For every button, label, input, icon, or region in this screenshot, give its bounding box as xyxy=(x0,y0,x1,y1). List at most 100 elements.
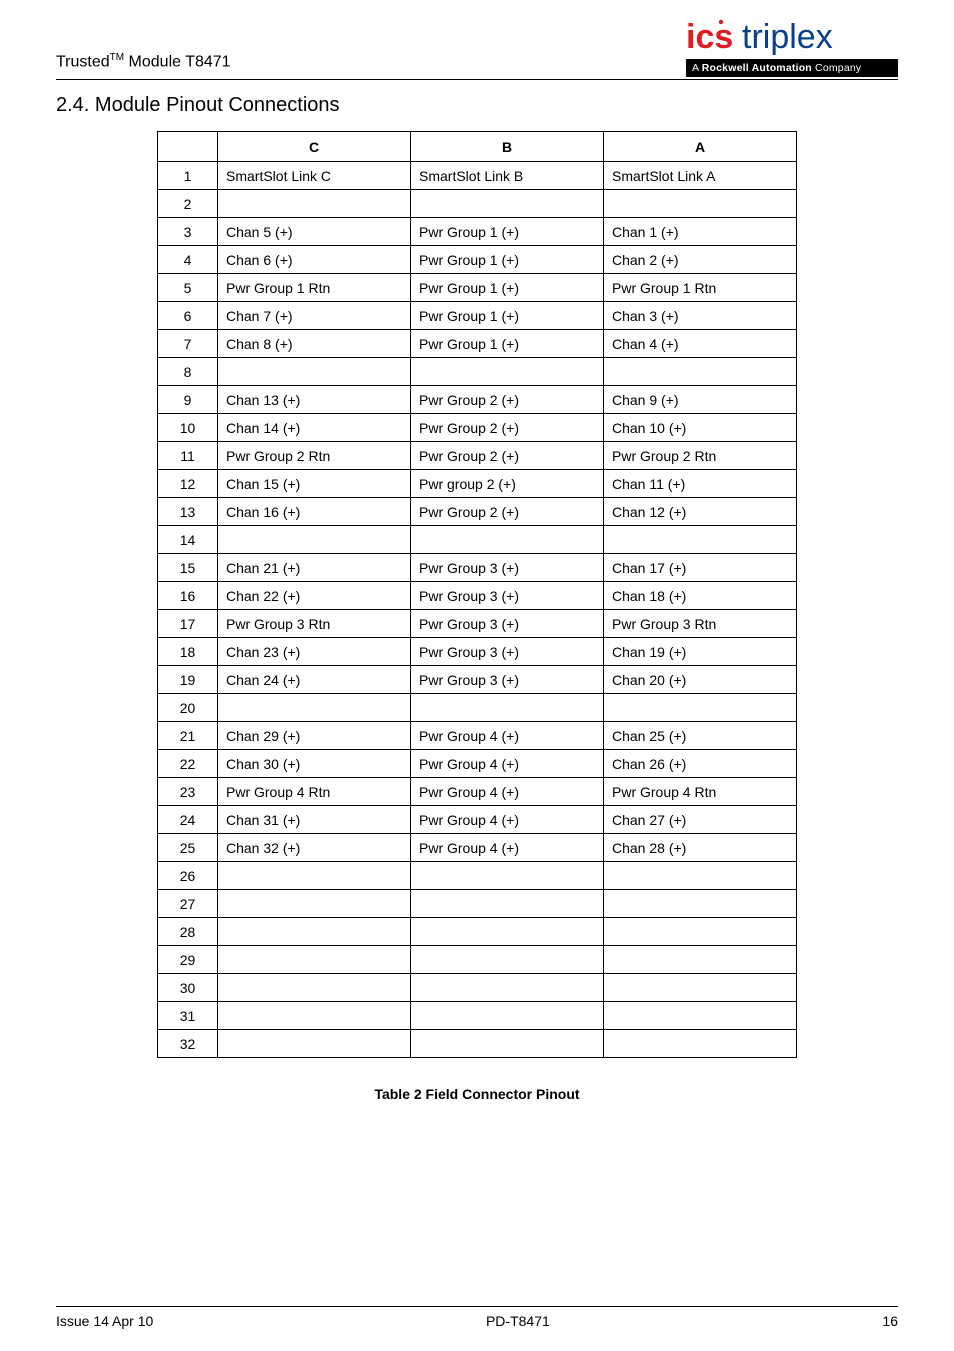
data-cell: Pwr Group 1 Rtn xyxy=(604,274,797,302)
data-cell: Pwr Group 1 (+) xyxy=(411,330,604,358)
data-cell xyxy=(411,918,604,946)
data-cell: Pwr Group 1 Rtn xyxy=(218,274,411,302)
table-row: 16Chan 22 (+)Pwr Group 3 (+)Chan 18 (+) xyxy=(158,582,797,610)
row-number-cell: 26 xyxy=(158,862,218,890)
data-cell: Chan 11 (+) xyxy=(604,470,797,498)
data-cell: Chan 19 (+) xyxy=(604,638,797,666)
table-row: 28 xyxy=(158,918,797,946)
data-cell: Chan 30 (+) xyxy=(218,750,411,778)
data-cell xyxy=(411,526,604,554)
row-number-cell: 24 xyxy=(158,806,218,834)
table-row: 22Chan 30 (+)Pwr Group 4 (+)Chan 26 (+) xyxy=(158,750,797,778)
svg-text:triplex: triplex xyxy=(742,18,833,56)
data-cell: Chan 16 (+) xyxy=(218,498,411,526)
table-row: 20 xyxy=(158,694,797,722)
row-number-cell: 31 xyxy=(158,1002,218,1030)
row-number-cell: 15 xyxy=(158,554,218,582)
pinout-table: CBA 1SmartSlot Link CSmartSlot Link BSma… xyxy=(157,131,797,1058)
data-cell: Chan 26 (+) xyxy=(604,750,797,778)
data-cell xyxy=(604,1030,797,1058)
table-container: CBA 1SmartSlot Link CSmartSlot Link BSma… xyxy=(0,131,954,1058)
row-number-cell: 13 xyxy=(158,498,218,526)
table-row: 8 xyxy=(158,358,797,386)
table-row: 19Chan 24 (+)Pwr Group 3 (+)Chan 20 (+) xyxy=(158,666,797,694)
section-number: 2.4. xyxy=(56,94,89,116)
data-cell xyxy=(604,974,797,1002)
footer-rule xyxy=(56,1306,898,1307)
page-footer: Issue 14 Apr 10 PD-T8471 16 xyxy=(56,1306,898,1329)
table-row: 27 xyxy=(158,890,797,918)
product-name: Trusted xyxy=(56,53,110,70)
data-cell xyxy=(411,946,604,974)
data-cell: Chan 22 (+) xyxy=(218,582,411,610)
data-cell: Chan 7 (+) xyxy=(218,302,411,330)
ics-triplex-logo: ics triplex xyxy=(686,18,898,58)
data-cell: Pwr Group 3 Rtn xyxy=(218,610,411,638)
row-number-cell: 23 xyxy=(158,778,218,806)
data-cell: Pwr Group 3 Rtn xyxy=(604,610,797,638)
table-row: 17Pwr Group 3 RtnPwr Group 3 (+)Pwr Grou… xyxy=(158,610,797,638)
data-cell xyxy=(604,190,797,218)
logo-block: ics triplex A Rockwell Automation Compan… xyxy=(686,18,898,77)
table-row: 30 xyxy=(158,974,797,1002)
row-number-cell: 20 xyxy=(158,694,218,722)
data-cell xyxy=(604,694,797,722)
data-cell: Pwr Group 1 (+) xyxy=(411,302,604,330)
svg-text:ics: ics xyxy=(686,18,733,56)
row-number-cell: 28 xyxy=(158,918,218,946)
table-row: 18Chan 23 (+)Pwr Group 3 (+)Chan 19 (+) xyxy=(158,638,797,666)
data-cell: Pwr Group 4 Rtn xyxy=(604,778,797,806)
table-row: 2 xyxy=(158,190,797,218)
data-cell: Pwr Group 2 Rtn xyxy=(218,442,411,470)
logo-tagline: A Rockwell Automation Company xyxy=(686,59,898,77)
data-cell: Chan 23 (+) xyxy=(218,638,411,666)
table-header-cell: B xyxy=(411,132,604,162)
data-cell xyxy=(411,974,604,1002)
data-cell: Chan 2 (+) xyxy=(604,246,797,274)
data-cell xyxy=(604,526,797,554)
row-number-cell: 21 xyxy=(158,722,218,750)
table-row: 23Pwr Group 4 RtnPwr Group 4 (+)Pwr Grou… xyxy=(158,778,797,806)
data-cell xyxy=(411,890,604,918)
data-cell: Chan 8 (+) xyxy=(218,330,411,358)
table-row: 32 xyxy=(158,1030,797,1058)
data-cell: Chan 20 (+) xyxy=(604,666,797,694)
row-number-cell: 16 xyxy=(158,582,218,610)
row-number-cell: 6 xyxy=(158,302,218,330)
table-row: 13Chan 16 (+)Pwr Group 2 (+)Chan 12 (+) xyxy=(158,498,797,526)
header-product-title: TrustedTM Module T8471 xyxy=(56,52,231,77)
data-cell: Pwr Group 2 (+) xyxy=(411,414,604,442)
footer-left: Issue 14 Apr 10 xyxy=(56,1313,153,1329)
table-header-cell xyxy=(158,132,218,162)
row-number-cell: 30 xyxy=(158,974,218,1002)
row-number-cell: 9 xyxy=(158,386,218,414)
data-cell xyxy=(218,918,411,946)
row-number-cell: 2 xyxy=(158,190,218,218)
row-number-cell: 14 xyxy=(158,526,218,554)
table-row: 29 xyxy=(158,946,797,974)
tm-mark: TM xyxy=(110,52,124,63)
table-row: 24Chan 31 (+)Pwr Group 4 (+)Chan 27 (+) xyxy=(158,806,797,834)
table-body: 1SmartSlot Link CSmartSlot Link BSmartSl… xyxy=(158,162,797,1058)
data-cell: Chan 1 (+) xyxy=(604,218,797,246)
data-cell xyxy=(411,862,604,890)
data-cell xyxy=(218,946,411,974)
row-number-cell: 1 xyxy=(158,162,218,190)
table-row: 10Chan 14 (+)Pwr Group 2 (+)Chan 10 (+) xyxy=(158,414,797,442)
tagline-suffix: Company xyxy=(812,62,861,74)
data-cell: Chan 29 (+) xyxy=(218,722,411,750)
data-cell: Pwr Group 3 (+) xyxy=(411,582,604,610)
row-number-cell: 5 xyxy=(158,274,218,302)
data-cell xyxy=(218,890,411,918)
data-cell: SmartSlot Link C xyxy=(218,162,411,190)
table-row: 11Pwr Group 2 RtnPwr Group 2 (+)Pwr Grou… xyxy=(158,442,797,470)
data-cell: Pwr Group 1 (+) xyxy=(411,274,604,302)
tagline-prefix: A xyxy=(692,62,702,74)
row-number-cell: 12 xyxy=(158,470,218,498)
data-cell: Chan 10 (+) xyxy=(604,414,797,442)
data-cell: Chan 6 (+) xyxy=(218,246,411,274)
row-number-cell: 17 xyxy=(158,610,218,638)
data-cell: Pwr Group 2 (+) xyxy=(411,442,604,470)
table-row: 21Chan 29 (+)Pwr Group 4 (+)Chan 25 (+) xyxy=(158,722,797,750)
table-caption: Table 2 Field Connector Pinout xyxy=(0,1086,954,1102)
